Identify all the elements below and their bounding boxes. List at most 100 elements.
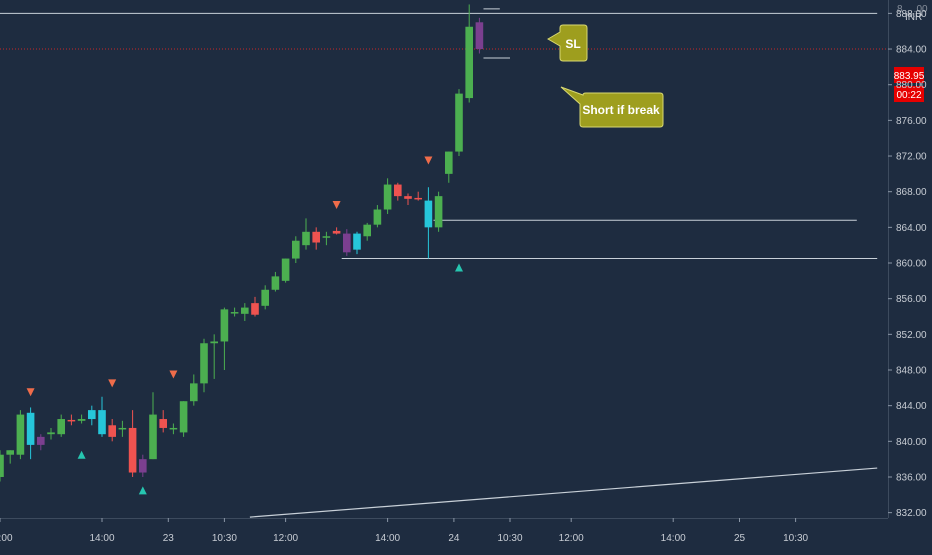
candle: [210, 334, 218, 379]
candle-body: [108, 425, 116, 437]
candle-body: [475, 22, 484, 50]
y-tick-label: 888.00: [896, 9, 927, 20]
candle: [190, 374, 198, 406]
candle: [302, 218, 310, 250]
candle-body: [6, 450, 14, 455]
candle-body: [383, 184, 392, 210]
candle: [220, 307, 229, 370]
candle: [37, 434, 45, 451]
candle: [312, 227, 320, 250]
buy-signal-triangle: [455, 263, 463, 272]
sell-signal-triangle: [108, 379, 117, 388]
x-tick-label: 14:00: [89, 533, 114, 544]
candle: [6, 450, 14, 464]
candle-body: [332, 230, 341, 234]
candle-body: [343, 233, 351, 253]
sell-signal-triangle: [424, 156, 433, 165]
candle: [424, 187, 433, 259]
candle-body: [302, 231, 310, 246]
y-tick-label: 864.00: [896, 223, 927, 234]
candle-body: [118, 427, 127, 430]
candle-body: [434, 196, 443, 228]
candle: [292, 236, 300, 264]
candle: [271, 271, 280, 292]
countdown-badge-bg: [894, 86, 924, 102]
candle-body: [271, 276, 280, 290]
candle: [445, 151, 453, 183]
candle: [394, 182, 402, 201]
candle: [47, 427, 55, 440]
x-tick-label: 24: [448, 533, 460, 544]
sl-callout[interactable]: SL: [547, 24, 588, 62]
signal-markers: [26, 156, 463, 495]
current-price-badge-bg: [894, 67, 924, 83]
candle: [251, 296, 259, 317]
candle: [200, 338, 208, 393]
candle-body: [455, 93, 463, 152]
candle-body: [292, 240, 300, 259]
sell-signal-triangle: [332, 201, 341, 210]
y-tick-label: 836.00: [896, 472, 927, 483]
candle-body: [149, 414, 157, 460]
candle: [343, 229, 351, 256]
sell-signal-triangle: [26, 388, 35, 397]
x-tick-label: 12:00: [559, 533, 584, 544]
candle-body: [414, 197, 422, 200]
candle: [404, 193, 412, 206]
y-tick-label: 880.00: [896, 80, 927, 91]
short-if-break-label: Short if break: [582, 103, 660, 117]
x-tick-label: 12:00: [0, 533, 13, 544]
y-tick-label: 852.00: [896, 330, 927, 341]
horizontal-levels: [0, 8, 888, 518]
annotations: SL Short if break: [547, 24, 664, 128]
candle-body: [251, 303, 259, 315]
current-price-value: 883.95: [894, 71, 925, 82]
candle: [241, 303, 249, 321]
candle: [77, 414, 86, 424]
candle: [88, 405, 96, 426]
candle: [57, 414, 65, 437]
x-tick-label: 12:00: [273, 533, 298, 544]
x-tick-label: 25: [734, 533, 746, 544]
candle-body: [322, 236, 331, 238]
y-tick-label: 884.00: [896, 45, 927, 56]
candle: [230, 307, 239, 317]
y-tick-label: 868.00: [896, 187, 927, 198]
time-axis[interactable]: 12:00 14:00 23 10:30 12:00 14:00 24 10:30 12:00 1…: [0, 518, 888, 544]
candle-body: [373, 209, 382, 225]
price-axis[interactable]: 8__.00 INR 883.95 00:22 888.00 884.00 880.…: [888, 0, 928, 519]
candle-body: [77, 419, 86, 421]
candle-body: [190, 383, 198, 402]
candle: [414, 191, 422, 201]
candle: [26, 407, 35, 460]
candle-body: [281, 258, 290, 281]
buy-signal-triangle: [77, 450, 86, 459]
y-tick-label: 832.00: [896, 508, 927, 519]
candle-body: [210, 341, 218, 344]
currency-label: INR: [905, 12, 922, 23]
candle-body: [139, 459, 147, 473]
candle-body: [57, 419, 65, 435]
candle-body: [353, 233, 361, 250]
short-callout[interactable]: Short if break: [560, 86, 664, 128]
sl-label: SL: [565, 37, 580, 51]
candle: [149, 392, 157, 460]
candle-body: [128, 427, 137, 473]
buy-signal-triangle: [138, 486, 147, 495]
x-tick-label: 10:30: [783, 533, 808, 544]
x-tick-label: 10:30: [497, 533, 522, 544]
candle-body: [312, 231, 320, 243]
candle: [434, 191, 443, 232]
candle-body: [98, 410, 106, 435]
candle: [169, 423, 178, 435]
x-tick-label: 14:00: [375, 533, 400, 544]
sell-signal-triangle: [169, 370, 178, 379]
candle: [373, 205, 382, 228]
candle: [322, 231, 331, 246]
candle: [475, 17, 484, 54]
candle: [16, 410, 25, 460]
candle: [139, 454, 147, 477]
candle: [465, 4, 473, 103]
